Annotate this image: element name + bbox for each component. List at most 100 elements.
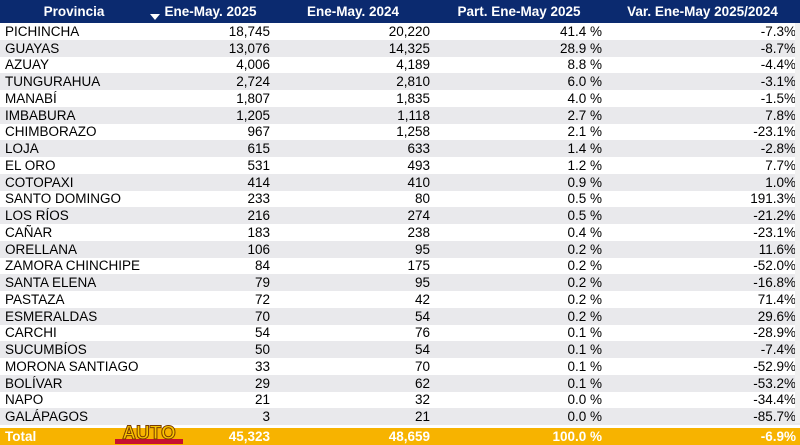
table-row: LOS RÍOS 216 274 0.5 % -21.2% xyxy=(0,207,800,224)
table-row: TUNGURAHUA 2,724 2,810 6.0 % -3.1% xyxy=(0,73,800,90)
cell-var: 29.6% xyxy=(757,308,796,324)
cell-2025: 84 xyxy=(254,258,270,274)
table-row: SANTA ELENA 79 95 0.2 % -16.8% xyxy=(0,274,800,291)
cell-provincia: GUAYAS xyxy=(5,40,60,56)
cell-2025: 967 xyxy=(247,124,270,140)
table-row: AZUAY 4,006 4,189 8.8 % -4.4% xyxy=(0,57,800,74)
table-row: CHIMBORAZO 967 1,258 2.1 % -23.1% xyxy=(0,124,800,141)
cell-part: 0.2 % xyxy=(567,275,602,291)
cell-2024: 76 xyxy=(414,325,430,341)
total-label: Total xyxy=(5,429,37,444)
cell-var: 71.4% xyxy=(757,291,796,307)
cell-part: 4.0 % xyxy=(567,90,602,106)
cell-part: 0.2 % xyxy=(567,258,602,274)
cell-part: 0.0 % xyxy=(567,392,602,408)
cell-2025: 531 xyxy=(247,157,270,173)
logo-stripe xyxy=(115,439,183,444)
cell-part: 0.5 % xyxy=(567,191,602,207)
table-row: PICHINCHA 18,745 20,220 41.4 % -7.3% xyxy=(0,23,800,40)
column-header-ene-may-2024[interactable]: Ene-May. 2024 xyxy=(306,4,400,19)
table-row: ZAMORA CHINCHIPE 84 175 0.2 % -52.0% xyxy=(0,258,800,275)
cell-var: -52.0% xyxy=(753,258,796,274)
table-row: CAÑAR 183 238 0.4 % -23.1% xyxy=(0,224,800,241)
cell-part: 8.8 % xyxy=(567,57,602,73)
cell-provincia: PICHINCHA xyxy=(5,23,80,39)
total-2025: 45,323 xyxy=(228,429,270,444)
cell-2024: 274 xyxy=(407,208,430,224)
cell-var: 1.0% xyxy=(765,174,796,190)
cell-provincia: BOLÍVAR xyxy=(5,375,63,391)
cell-var: 11.6% xyxy=(758,241,796,257)
cell-2024: 95 xyxy=(414,275,430,291)
column-header-part[interactable]: Part. Ene-May 2025 xyxy=(457,4,581,19)
table-header: Provincia Ene-May. 2025 Ene-May. 2024 Pa… xyxy=(0,0,800,23)
cell-2024: 62 xyxy=(414,375,430,391)
cell-2024: 20,220 xyxy=(388,23,430,39)
cell-2025: 216 xyxy=(247,208,270,224)
cell-2025: 1,205 xyxy=(236,107,270,123)
table-row: GUAYAS 13,076 14,325 28.9 % -8.7% xyxy=(0,39,800,57)
sort-down-icon[interactable] xyxy=(150,14,160,20)
cell-2024: 410 xyxy=(407,174,430,190)
cell-var: 7.8% xyxy=(765,107,796,123)
column-header-provincia[interactable]: Provincia xyxy=(43,4,105,19)
cell-var: -85.7% xyxy=(753,409,796,425)
cell-2024: 175 xyxy=(407,258,430,274)
cell-2024: 54 xyxy=(414,308,430,324)
cell-2025: 4,006 xyxy=(236,57,270,73)
cell-2024: 1,258 xyxy=(396,124,430,140)
cell-provincia: PASTAZA xyxy=(5,291,65,307)
cell-2024: 80 xyxy=(414,191,430,207)
column-header-var[interactable]: Var. Ene-May 2025/2024 xyxy=(627,4,778,19)
cell-2025: 2,724 xyxy=(236,74,270,90)
table-row: COTOPAXI 414 410 0.9 % 1.0% xyxy=(0,173,800,191)
cell-2024: 70 xyxy=(414,358,430,374)
cell-2025: 29 xyxy=(254,375,270,391)
table-row: EL ORO 531 493 1.2 % 7.7% xyxy=(0,157,800,174)
cell-2024: 32 xyxy=(414,392,430,408)
cell-provincia: GALÁPAGOS xyxy=(5,409,89,425)
total-row: Total 45,323 48,659 100.0 % -6.9% xyxy=(0,428,800,445)
cell-provincia: IMBABURA xyxy=(5,107,76,123)
cell-var: -21.2% xyxy=(753,208,796,224)
table-row: BOLÍVAR 29 62 0.1 % -53.2% xyxy=(0,374,800,392)
cell-part: 0.1 % xyxy=(567,375,602,391)
total-2024: 48,659 xyxy=(388,429,430,444)
cell-2025: 50 xyxy=(254,342,270,358)
cell-var: -16.8% xyxy=(753,275,796,291)
cell-2024: 1,118 xyxy=(397,107,430,123)
cell-2025: 54 xyxy=(254,325,270,341)
cell-provincia: CARCHI xyxy=(5,325,57,341)
cell-provincia: ESMERALDAS xyxy=(5,308,98,324)
cell-2024: 95 xyxy=(414,241,430,257)
cell-part: 0.1 % xyxy=(567,342,602,358)
cell-part: 0.9 % xyxy=(567,174,602,190)
cell-2025: 13,076 xyxy=(228,40,270,56)
cell-2025: 70 xyxy=(254,308,270,324)
cell-var: -4.4% xyxy=(760,57,796,73)
cell-provincia: AZUAY xyxy=(5,57,50,73)
cell-2024: 42 xyxy=(414,291,430,307)
cell-provincia: LOS RÍOS xyxy=(5,208,69,224)
cell-provincia: CAÑAR xyxy=(5,224,53,240)
cell-part: 1.4 % xyxy=(567,141,602,157)
cell-part: 0.2 % xyxy=(567,241,602,257)
column-header-ene-may-2025[interactable]: Ene-May. 2025 xyxy=(164,4,257,19)
cell-var: -23.1% xyxy=(753,124,796,140)
table-row: SANTO DOMINGO 233 80 0.5 % 191.3% xyxy=(0,191,800,208)
scrollbar[interactable] xyxy=(795,23,800,423)
cell-2024: 633 xyxy=(407,141,430,157)
cell-var: -7.4% xyxy=(760,342,796,358)
table-row: NAPO 21 32 0.0 % -34.4% xyxy=(0,392,800,409)
cell-2025: 1,807 xyxy=(236,90,270,106)
cell-part: 0.0 % xyxy=(567,409,602,425)
cell-var: -23.1% xyxy=(753,224,796,240)
cell-2024: 2,810 xyxy=(396,74,430,90)
cell-2024: 4,189 xyxy=(396,57,430,73)
cell-provincia: SANTO DOMINGO xyxy=(5,191,122,207)
auto-logo: AUTO xyxy=(115,423,183,445)
table-row: PASTAZA 72 42 0.2 % 71.4% xyxy=(0,291,800,308)
cell-2025: 3 xyxy=(262,409,270,425)
cell-2025: 233 xyxy=(247,191,270,207)
cell-2025: 33 xyxy=(254,358,270,374)
